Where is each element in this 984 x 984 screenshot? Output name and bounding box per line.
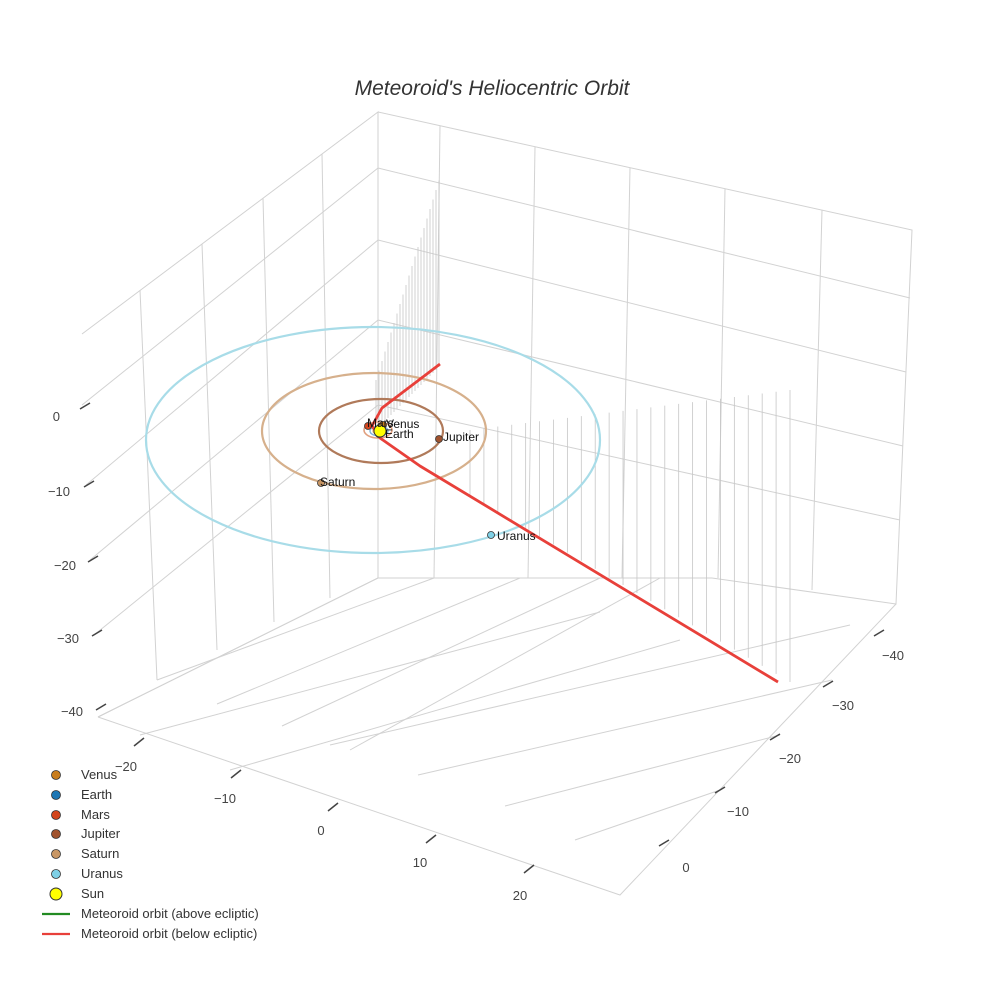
legend-label: Meteoroid orbit (below ecliptic): [81, 926, 257, 941]
tick-marks: [79, 402, 885, 874]
legend-marker: [49, 887, 63, 901]
legend-item-orbit-above[interactable]: Meteoroid orbit (above ecliptic): [42, 906, 259, 921]
planet-label-uranus: Uranus: [497, 529, 536, 543]
legend-label: Jupiter: [81, 826, 121, 841]
y-tick-label: −40: [882, 648, 904, 663]
legend-marker: [51, 810, 61, 820]
legend-item-earth[interactable]: Earth: [51, 787, 113, 802]
planet-marker-uranus: [487, 531, 495, 539]
saturn-orbit: [260, 371, 488, 491]
legend-item-venus[interactable]: Venus: [51, 767, 118, 782]
legend-label: Venus: [81, 767, 118, 782]
legend-label: Meteoroid orbit (above ecliptic): [81, 906, 259, 921]
planet-label-mars: Mars: [367, 416, 394, 430]
x-axis-tick-labels: −20 −10 0 10 20: [115, 759, 527, 903]
planet-label-earth: Earth: [385, 427, 414, 441]
planet-labels: Mars Venus Earth Jupiter Saturn Uranus: [320, 416, 536, 543]
chart-title: Meteoroid's Heliocentric Orbit: [355, 77, 631, 100]
uranus-orbit: [144, 325, 602, 555]
z-tick-label: 0: [53, 409, 60, 424]
legend-item-jupiter[interactable]: Jupiter: [51, 826, 121, 841]
jupiter-orbit: [317, 397, 445, 465]
legend-label: Sun: [81, 886, 104, 901]
planet-label-jupiter: Jupiter: [443, 430, 479, 444]
legend-item-orbit-below[interactable]: Meteoroid orbit (below ecliptic): [42, 926, 257, 941]
planet-marker-saturn: [317, 479, 325, 487]
planet-markers: [317, 421, 495, 539]
legend-label: Earth: [81, 787, 112, 802]
planet-label-saturn: Saturn: [320, 475, 355, 489]
planet-marker-jupiter: [435, 435, 443, 443]
scene-grid: [81, 111, 913, 896]
legend-marker: [51, 869, 61, 879]
y-tick-label: −20: [779, 751, 801, 766]
meteoroid-orbit-below-ecliptic: [370, 362, 779, 684]
planet-label-venus: Venus: [386, 417, 419, 431]
y-tick-label: −10: [727, 804, 749, 819]
z-tick-label: −40: [61, 704, 83, 719]
sun-marker: [373, 424, 387, 438]
legend-marker: [51, 790, 61, 800]
x-tick-label: −10: [214, 791, 236, 806]
legend-marker: [51, 770, 61, 780]
legend-item-saturn[interactable]: Saturn: [51, 846, 120, 861]
z-axis-tick-labels: 0 −10 −20 −30 −40: [48, 409, 83, 719]
x-tick-label: −20: [115, 759, 137, 774]
meteoroid-drop-lines: [375, 180, 791, 682]
legend-item-uranus[interactable]: Uranus: [51, 866, 124, 881]
legend: Venus Earth Mars Jupiter Saturn Uranus S…: [42, 767, 259, 941]
y-tick-label: 0: [682, 860, 689, 875]
legend-label: Saturn: [81, 846, 119, 861]
legend-item-sun[interactable]: Sun: [49, 886, 104, 901]
z-tick-label: −30: [57, 631, 79, 646]
y-tick-label: −30: [832, 698, 854, 713]
z-tick-label: −20: [54, 558, 76, 573]
legend-label: Uranus: [81, 866, 123, 881]
legend-label: Mars: [81, 807, 110, 822]
y-axis-tick-labels: −40 −30 −20 −10 0: [682, 648, 904, 875]
x-tick-label: 20: [513, 888, 527, 903]
x-tick-label: 0: [317, 823, 324, 838]
legend-marker: [51, 849, 61, 859]
legend-marker: [51, 829, 61, 839]
x-tick-label: 10: [413, 855, 427, 870]
z-tick-label: −10: [48, 484, 70, 499]
mars-orbit: [363, 421, 393, 439]
planet-orbits: [144, 325, 602, 555]
planet-marker-mars: [364, 422, 372, 430]
legend-item-mars[interactable]: Mars: [51, 807, 111, 822]
